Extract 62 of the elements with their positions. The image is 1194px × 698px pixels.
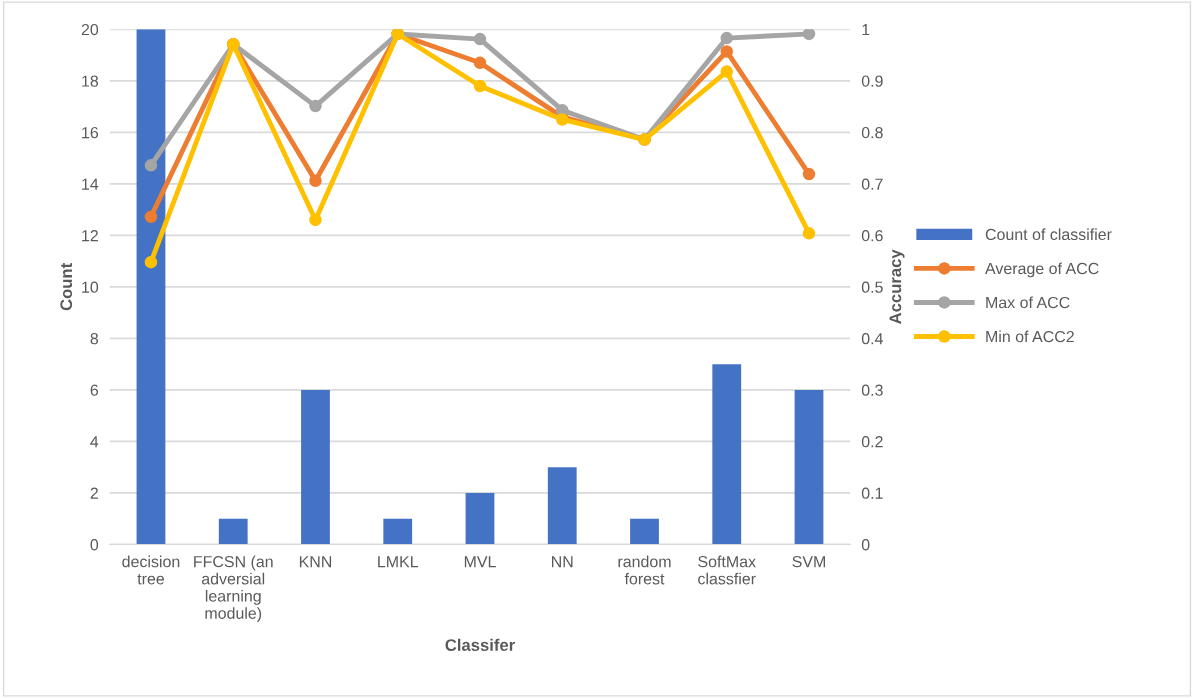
bar bbox=[630, 518, 659, 545]
point bbox=[309, 213, 322, 227]
y-tick-label: 18 bbox=[82, 75, 99, 87]
y-tick-label: 2 bbox=[90, 487, 98, 499]
y2-axis-title: Accuracy bbox=[889, 249, 905, 324]
y-tick-label: 10 bbox=[82, 281, 99, 293]
legend-label: Max of ACC bbox=[986, 296, 1070, 309]
point bbox=[473, 32, 487, 46]
point bbox=[473, 56, 487, 70]
bar bbox=[547, 467, 577, 545]
x-tick-label: FFCSN (an adversial learning module) bbox=[194, 555, 273, 623]
point bbox=[802, 29, 816, 41]
y2-tick-label: 0.9 bbox=[861, 75, 883, 87]
bar bbox=[136, 29, 166, 545]
point bbox=[144, 159, 158, 172]
x-tick-label: KNN bbox=[299, 556, 332, 568]
x-tick-label: NN bbox=[552, 556, 573, 568]
bar bbox=[383, 518, 413, 545]
y-tick-label: 6 bbox=[90, 384, 99, 396]
bar bbox=[794, 389, 824, 545]
y-tick-label: 20 bbox=[81, 23, 99, 36]
y2-tick-label: 0.2 bbox=[861, 436, 883, 448]
point bbox=[473, 79, 487, 93]
y2-tick-label: 1 bbox=[862, 24, 870, 36]
y-tick-label: 0 bbox=[90, 539, 99, 551]
x-axis-title: Classifer bbox=[445, 638, 515, 651]
y-tick-label: 12 bbox=[82, 230, 98, 242]
legend-label: Min of ACC2 bbox=[986, 330, 1074, 343]
y2-tick-label: 0.5 bbox=[861, 281, 883, 293]
x-tick-label: SVM bbox=[792, 555, 825, 568]
bar bbox=[465, 492, 495, 545]
point bbox=[144, 255, 158, 269]
y2-tick-label: 0.3 bbox=[861, 384, 883, 396]
point bbox=[802, 167, 816, 181]
point bbox=[802, 227, 816, 240]
y2-tick-label: 0 bbox=[861, 539, 870, 551]
x-tick-label: MVL bbox=[464, 556, 496, 568]
y2-tick-label: 0.8 bbox=[861, 126, 883, 139]
point bbox=[720, 45, 733, 58]
point bbox=[309, 174, 322, 188]
point bbox=[309, 99, 322, 113]
y-axis-title: Count bbox=[60, 263, 73, 311]
y2-tick-label: 0.7 bbox=[861, 178, 883, 190]
bar bbox=[218, 518, 248, 545]
legend-label: Count of classifier bbox=[985, 228, 1112, 241]
x-tick-label: SoftMax classfier bbox=[698, 555, 756, 585]
point bbox=[720, 31, 733, 45]
x-tick-label: random forest bbox=[618, 555, 671, 585]
y2-tick-label: 0.4 bbox=[861, 333, 883, 345]
x-tick-label: decision tree bbox=[122, 555, 180, 585]
bar bbox=[712, 364, 742, 545]
y2-tick-label: 0.6 bbox=[861, 230, 883, 242]
y2-tick-label: 0.1 bbox=[861, 487, 883, 499]
point bbox=[720, 65, 733, 78]
y-tick-label: 14 bbox=[82, 178, 99, 190]
y-tick-label: 8 bbox=[90, 333, 99, 345]
y-tick-label: 16 bbox=[82, 126, 99, 139]
y-tick-label: 4 bbox=[90, 436, 99, 448]
bar bbox=[301, 389, 330, 545]
point bbox=[144, 210, 158, 224]
x-tick-label: LMKL bbox=[378, 556, 419, 568]
legend-label: Average of ACC bbox=[985, 262, 1099, 278]
